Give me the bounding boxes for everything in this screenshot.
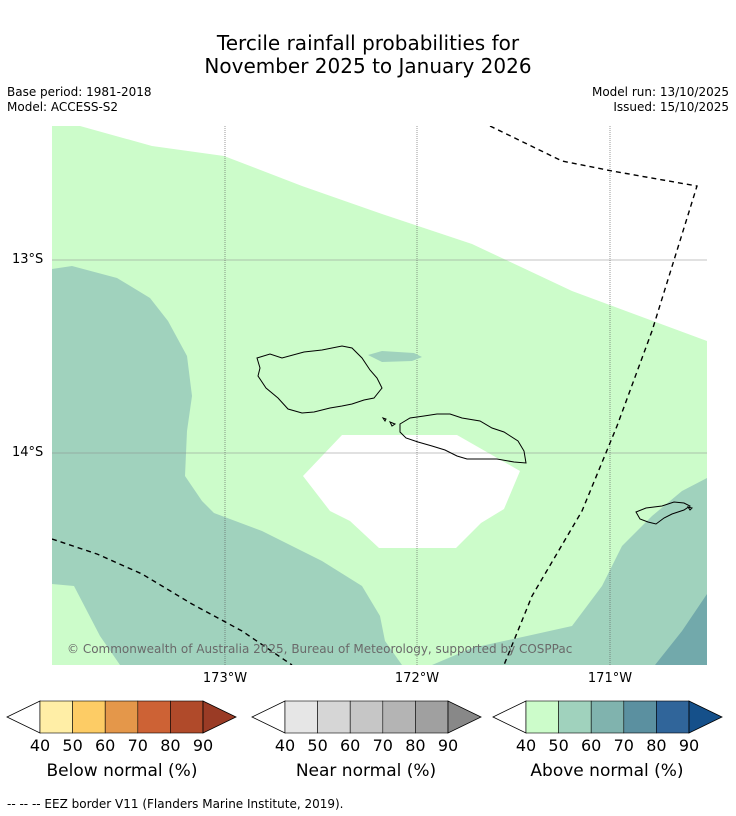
map-title-line-2: November 2025 to January 2026	[204, 54, 532, 78]
colorbar-near-segment-40	[284, 700, 318, 734]
colorbar-below-tick-70: 70	[127, 736, 148, 755]
model-text: Model: ACCESS-S2	[7, 100, 119, 114]
colorbar-below-segment-80	[170, 700, 204, 734]
colorbar-below-segment-70	[137, 700, 171, 734]
rainfall-map: © Commonwealth of Australia 2025, Bureau…	[52, 126, 707, 665]
above-50-small-patch	[368, 351, 422, 362]
colorbar-below-high-extend	[202, 700, 237, 734]
eez-border-south-west	[52, 538, 293, 665]
below-threshold-hole	[303, 435, 520, 548]
colorbar-above-segment-50	[558, 700, 592, 734]
colorbar-above-tick-50: 50	[548, 736, 569, 755]
colorbar-near-tick-50: 50	[307, 736, 328, 755]
colorbar-near-tick-80: 80	[405, 736, 426, 755]
colorbar-below-label: Below normal (%)	[46, 761, 198, 781]
colorbar-above-segment-40	[525, 700, 559, 734]
colorbar-above-tick-90: 90	[678, 736, 700, 755]
colorbar-above-segment-70	[623, 700, 657, 734]
gridlines	[52, 126, 707, 665]
colorbar-above-segment-60	[590, 700, 625, 734]
colorbar-near	[251, 700, 482, 734]
colorbars	[6, 700, 723, 734]
colorbar-above-segment-80	[656, 700, 690, 734]
colorbar-below-tick-80: 80	[160, 736, 181, 755]
upolu-island-outline	[399, 413, 527, 464]
manono-islet	[381, 417, 387, 422]
colorbar-near-label: Near normal (%)	[295, 761, 437, 781]
map-title-line-1: Tercile rainfall probabilities for	[216, 31, 520, 55]
colorbar-near-tick-40: 40	[274, 736, 296, 755]
lon-label-171w: 171°W	[587, 671, 633, 686]
colorbar-below-segment-50	[72, 700, 106, 734]
colorbar-below-tick-90: 90	[192, 736, 214, 755]
meta-right: Model run: 13/10/2025 Issued: 15/10/2025	[592, 85, 729, 115]
base-period-text: Base period: 1981-2018	[7, 85, 152, 99]
colorbar-near-segment-70	[382, 700, 416, 734]
colorbar-near-segment-50	[317, 700, 351, 734]
colorbar-below-low-extend	[6, 700, 41, 734]
eez-border-north-east	[489, 126, 698, 665]
colorbar-below	[6, 700, 237, 734]
lon-label-172w: 172°W	[394, 671, 440, 686]
colorbar-near-high-extend	[447, 700, 482, 734]
colorbar-near-tick-90: 90	[437, 736, 459, 755]
colorbar-above	[492, 700, 723, 734]
colorbar-near-segment-80	[415, 700, 449, 734]
above-50-east-region	[432, 478, 707, 665]
colorbar-above-tick-70: 70	[613, 736, 634, 755]
meta-left: Base period: 1981-2018 Model: ACCESS-S2	[7, 85, 152, 115]
colorbar-above-high-extend	[688, 700, 723, 734]
colorbar-above-tick-60: 60	[581, 736, 602, 755]
apolima-islet	[388, 421, 397, 427]
colorbar-near-tick-60: 60	[340, 736, 361, 755]
colorbar-above-tick-40: 40	[515, 736, 537, 755]
colorbar-near-tick-70: 70	[372, 736, 393, 755]
colorbar-below-tick-40: 40	[29, 736, 51, 755]
colorbar-below-tick-60: 60	[95, 736, 116, 755]
model-run-text: Model run: 13/10/2025	[591, 85, 729, 99]
eez-border	[52, 126, 698, 665]
issued-text: Issued: 15/10/2025	[613, 100, 729, 114]
colorbar-above-tick-80: 80	[646, 736, 667, 755]
map-attribution: © Commonwealth of Australia 2025, Bureau…	[67, 642, 572, 656]
eez-footnote: -- -- -- EEZ border V11 (Flanders Marine…	[7, 797, 344, 811]
colorbar-above-label: Above normal (%)	[530, 761, 684, 781]
savaii-island-outline	[256, 345, 383, 414]
above-60-region	[655, 594, 707, 665]
colorbar-below-segment-60	[104, 700, 139, 734]
colorbar-near-segment-60	[349, 700, 384, 734]
tutuila-island-outline	[635, 501, 691, 525]
colorbar-near-low-extend	[251, 700, 286, 734]
coastlines	[256, 345, 693, 525]
colorbar-below-segment-40	[39, 700, 73, 734]
lat-label-13s: 13°S	[12, 252, 44, 267]
aunuu-islet	[686, 506, 693, 511]
lat-label-14s: 14°S	[12, 445, 44, 460]
map-frame: © Commonwealth of Australia 2025, Bureau…	[52, 126, 707, 665]
colorbar-above-low-extend	[492, 700, 527, 734]
above-50-west-region	[52, 266, 402, 665]
colorbar-below-tick-50: 50	[62, 736, 83, 755]
lon-label-173w: 173°W	[202, 671, 248, 686]
